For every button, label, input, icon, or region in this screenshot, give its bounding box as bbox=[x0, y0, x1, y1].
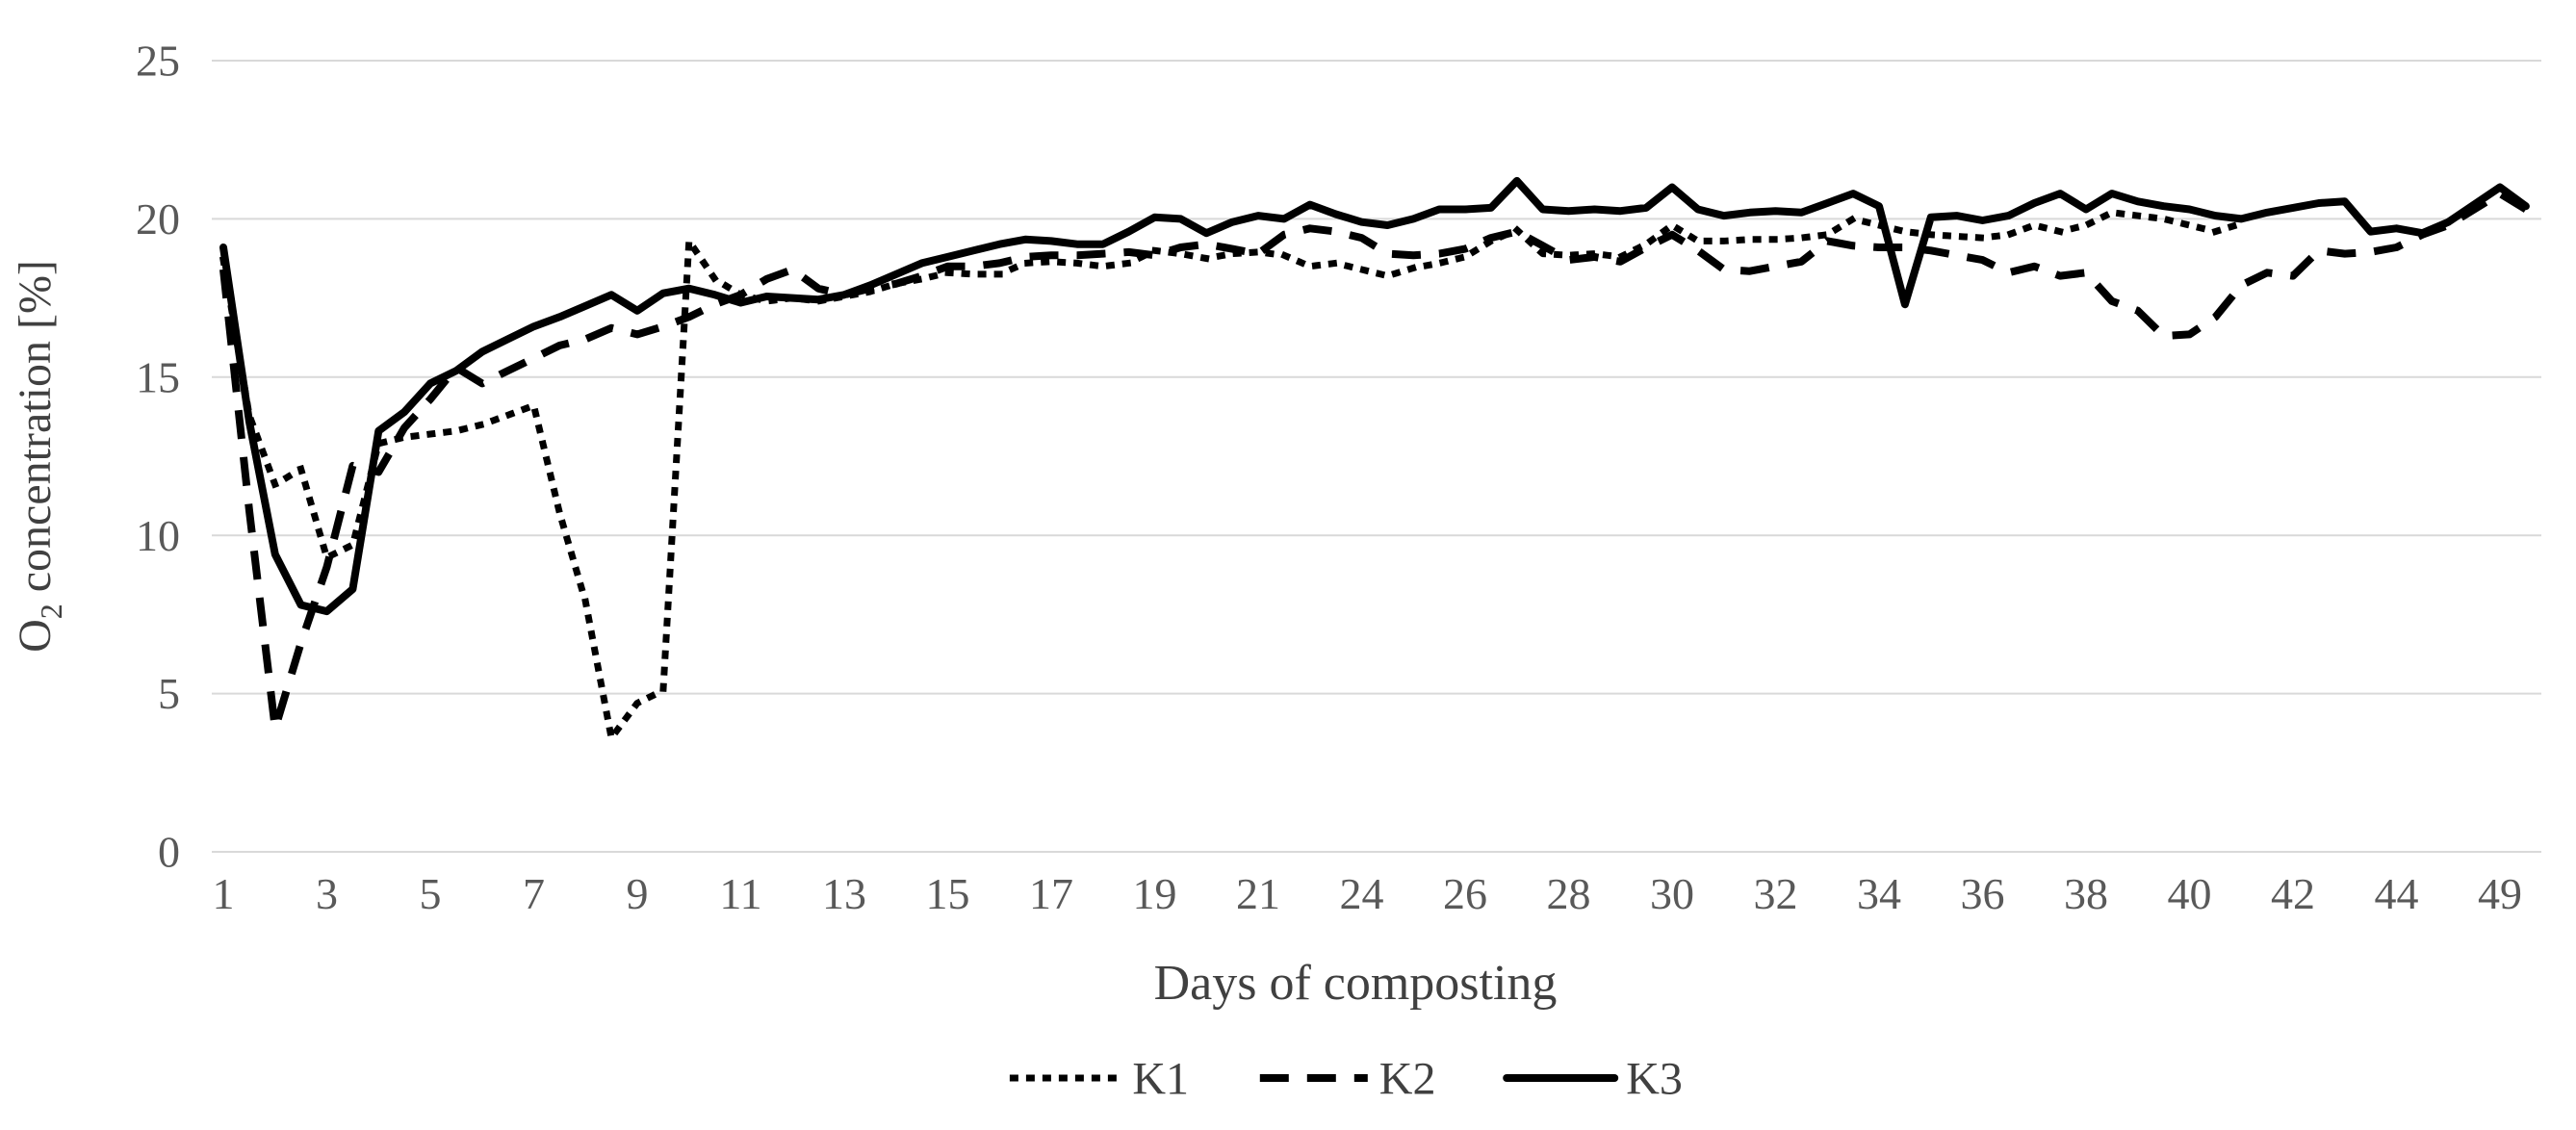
x-tick-label-1: 1 bbox=[213, 869, 235, 918]
x-tick-label-9: 9 bbox=[627, 869, 649, 918]
x-tick-label-19: 19 bbox=[1133, 869, 1177, 918]
y-tick-label-10: 10 bbox=[136, 511, 180, 560]
legend-label-k2: K2 bbox=[1379, 1053, 1436, 1104]
x-tick-label-36: 36 bbox=[1961, 869, 2005, 918]
x-axis-title: Days of composting bbox=[1154, 956, 1558, 1011]
x-tick-label-44: 44 bbox=[2375, 869, 2419, 918]
legend-label-k3: K3 bbox=[1626, 1053, 1683, 1104]
series-k2-line bbox=[219, 190, 2528, 732]
y-tick-label-20: 20 bbox=[136, 194, 180, 244]
x-tick-label-34: 34 bbox=[1857, 869, 1901, 918]
x-tick-label-40: 40 bbox=[2168, 869, 2212, 918]
x-tick-label-11: 11 bbox=[719, 869, 761, 918]
y-tick-label-0: 0 bbox=[158, 828, 180, 877]
x-tick-label-28: 28 bbox=[1547, 869, 1591, 918]
series-k1-line bbox=[219, 209, 2246, 742]
x-tick-label-32: 32 bbox=[1754, 869, 1798, 918]
x-tick-label-42: 42 bbox=[2271, 869, 2315, 918]
x-tick-label-3: 3 bbox=[316, 869, 338, 918]
x-tick-label-21: 21 bbox=[1236, 869, 1280, 918]
x-tick-label-26: 26 bbox=[1443, 869, 1487, 918]
series-k3-line bbox=[219, 176, 2530, 616]
y-axis-title: O2 concentration [%] bbox=[10, 260, 68, 653]
x-tick-label-13: 13 bbox=[822, 869, 866, 918]
x-tick-label-30: 30 bbox=[1650, 869, 1694, 918]
x-tick-label-49: 49 bbox=[2478, 869, 2522, 918]
legend-label-k1: K1 bbox=[1132, 1053, 1189, 1104]
x-tick-label-17: 17 bbox=[1029, 869, 1073, 918]
x-tick-label-15: 15 bbox=[926, 869, 970, 918]
y-tick-label-15: 15 bbox=[136, 352, 180, 401]
x-tick-label-7: 7 bbox=[523, 869, 545, 918]
x-tick-label-24: 24 bbox=[1340, 869, 1384, 918]
x-tick-label-38: 38 bbox=[2064, 869, 2108, 918]
x-tick-label-5: 5 bbox=[420, 869, 442, 918]
y-tick-label-5: 5 bbox=[158, 669, 180, 718]
y-tick-label-25: 25 bbox=[136, 37, 180, 86]
